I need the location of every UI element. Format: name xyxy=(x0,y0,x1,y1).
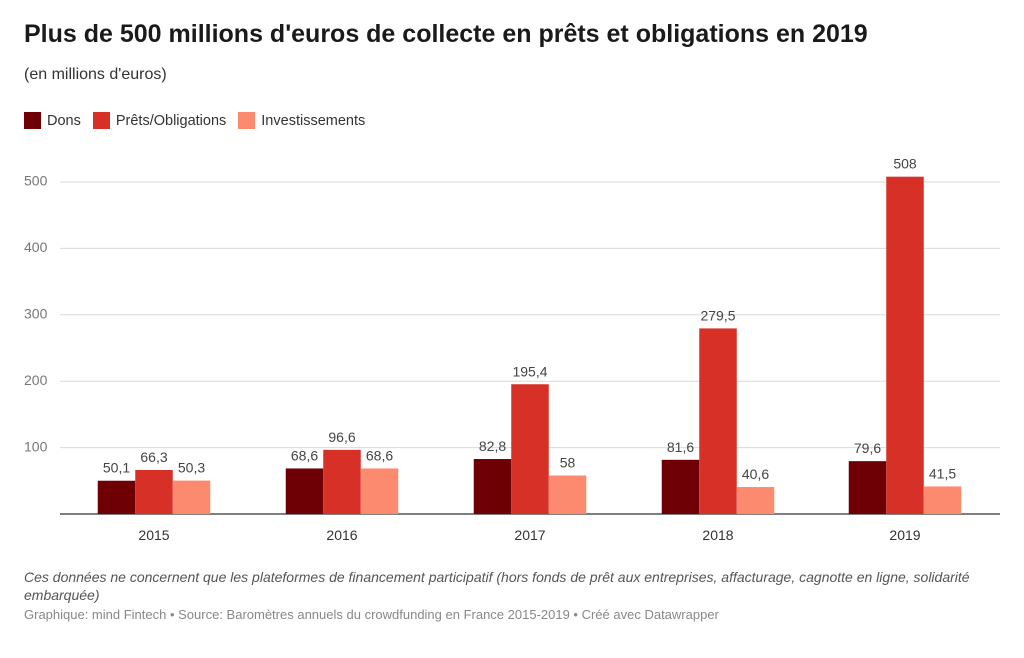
legend-label-investissements: Investissements xyxy=(261,112,366,129)
legend-item-prets: Prêts/Obligations xyxy=(92,112,227,129)
y-tick-label-100: 100 xyxy=(24,438,48,454)
data-label-1-2017: 195,4 xyxy=(512,363,547,379)
bar-dons-2019 xyxy=(848,461,887,514)
bar-pr-ts-obligations-2019 xyxy=(886,176,924,515)
legend-label-dons: Dons xyxy=(47,112,81,129)
data-label-2-2019: 41,5 xyxy=(929,465,956,481)
data-label-0-2015: 50,1 xyxy=(103,460,130,476)
data-label-0-2017: 82,8 xyxy=(479,438,506,454)
legend-label-prets: Prêts/Obligations xyxy=(115,112,227,129)
chart-subtitle: (en millions d'euros) xyxy=(24,66,167,83)
bar-dons-2015 xyxy=(97,480,136,514)
bar-pr-ts-obligations-2015 xyxy=(135,469,173,514)
legend-swatch-investissements xyxy=(238,112,256,129)
bar-investissements-2017 xyxy=(548,475,587,514)
bar-investissements-2015 xyxy=(172,480,211,514)
bar-investissements-2019 xyxy=(923,486,962,514)
bar-investissements-2018 xyxy=(736,487,775,514)
y-tick-label-200: 200 xyxy=(24,372,48,388)
chart-note: Ces données ne concernent que les platef… xyxy=(24,569,970,603)
legend-item-dons: Dons xyxy=(24,112,81,129)
data-label-1-2018: 279,5 xyxy=(700,307,735,323)
bar-pr-ts-obligations-2018 xyxy=(699,328,737,514)
y-tick-label-300: 300 xyxy=(24,306,48,322)
legend-swatch-prets xyxy=(92,112,110,129)
data-label-0-2019: 79,6 xyxy=(854,440,881,456)
bar-dons-2016 xyxy=(285,468,324,514)
data-label-0-2018: 81,6 xyxy=(667,439,694,455)
chart-title: Plus de 500 millions d'euros de collecte… xyxy=(24,20,868,48)
x-tick-label-2015: 2015 xyxy=(138,527,169,543)
data-label-2-2018: 40,6 xyxy=(742,466,769,482)
x-tick-label-2017: 2017 xyxy=(514,527,545,543)
legend-item-investissements: Investissements xyxy=(238,112,365,129)
chart-footer: Graphique: mind Fintech • Source: Baromè… xyxy=(24,607,719,622)
data-label-1-2016: 96,6 xyxy=(328,429,355,445)
bar-pr-ts-obligations-2016 xyxy=(323,449,361,514)
x-tick-label-2016: 2016 xyxy=(326,527,357,543)
data-label-2-2017: 58 xyxy=(560,454,576,470)
x-tick-label-2019: 2019 xyxy=(889,527,920,543)
x-tick-label-2018: 2018 xyxy=(702,527,733,543)
data-label-0-2016: 68,6 xyxy=(291,447,318,463)
y-tick-label-500: 500 xyxy=(24,173,48,189)
bar-investissements-2016 xyxy=(360,468,399,514)
bar-chart: 100 200 300 400 500 50,1 66,3 50,3 2015 68,6 96,6 6… xyxy=(24,156,1000,543)
data-label-2-2016: 68,6 xyxy=(366,447,393,463)
data-label-1-2019: 508 xyxy=(893,156,917,172)
bar-pr-ts-obligations-2017 xyxy=(511,384,549,514)
bar-dons-2018 xyxy=(661,459,700,514)
bar-dons-2017 xyxy=(473,459,512,514)
data-label-1-2015: 66,3 xyxy=(140,449,167,465)
data-label-2-2015: 50,3 xyxy=(178,460,205,476)
legend: Dons Prêts/Obligations Investissements xyxy=(24,112,377,129)
legend-swatch-dons xyxy=(24,112,41,129)
y-tick-label-400: 400 xyxy=(24,239,48,255)
